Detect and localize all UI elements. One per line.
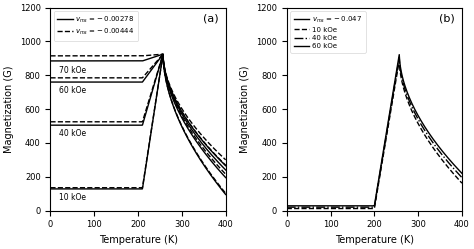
X-axis label: Temperature (K): Temperature (K) — [335, 235, 414, 245]
Text: 70 kOe: 70 kOe — [59, 66, 86, 75]
Y-axis label: Magnetization (G): Magnetization (G) — [240, 65, 250, 153]
Text: 40 kOe: 40 kOe — [59, 129, 86, 138]
Text: 60 kOe: 60 kOe — [59, 86, 86, 95]
Text: 10 kOe: 10 kOe — [59, 193, 86, 202]
Text: (a): (a) — [203, 14, 219, 24]
X-axis label: Temperature (K): Temperature (K) — [99, 235, 178, 245]
Text: (b): (b) — [439, 14, 455, 24]
Y-axis label: Magnetization (G): Magnetization (G) — [4, 65, 14, 153]
Legend: $v_{ms}=-0.00278$, $v_{ms}=-0.00444$: $v_{ms}=-0.00278$, $v_{ms}=-0.00444$ — [54, 11, 138, 41]
Legend: $v_{ms}=-0.047$, 10 kOe, 40 kOe, 60 kOe: $v_{ms}=-0.047$, 10 kOe, 40 kOe, 60 kOe — [290, 11, 365, 53]
